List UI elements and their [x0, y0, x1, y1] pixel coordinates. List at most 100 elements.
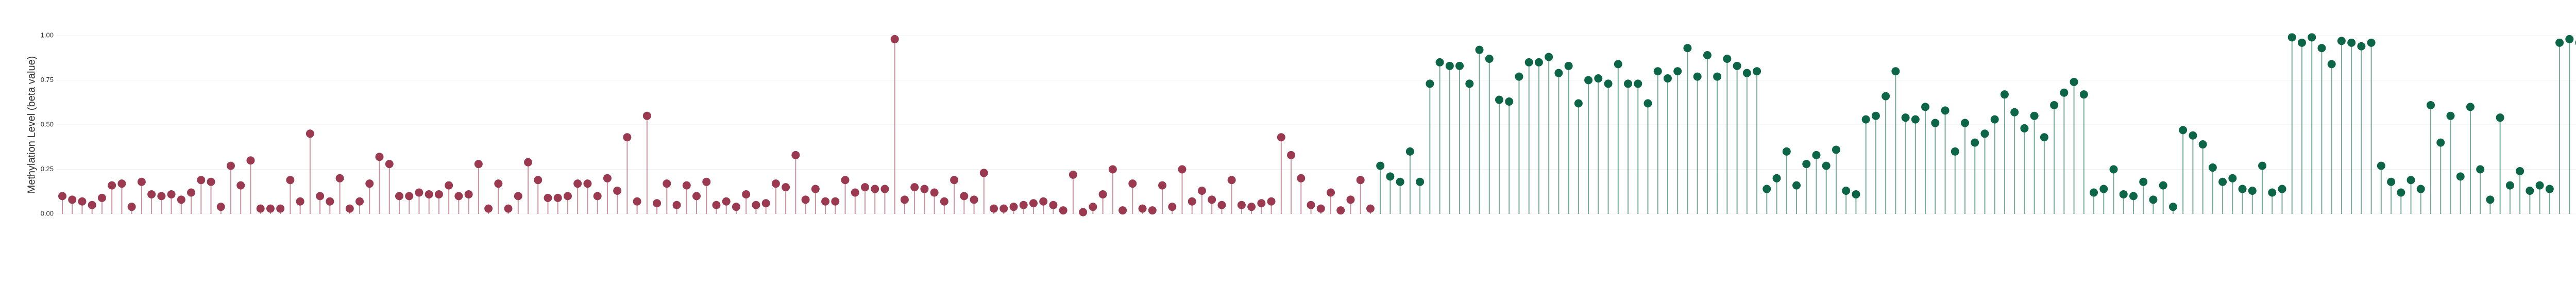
dot: [147, 190, 156, 198]
dot: [1911, 115, 1920, 124]
dot: [1257, 199, 1266, 208]
dot: [880, 185, 889, 193]
dot: [2456, 172, 2465, 181]
dot: [1723, 54, 1732, 63]
dot: [2040, 133, 2048, 142]
dot: [1029, 199, 1038, 208]
dot: [1673, 67, 1682, 76]
dot: [226, 161, 235, 170]
dot: [2060, 88, 2069, 97]
dot: [1188, 197, 1196, 206]
dot: [2397, 188, 2405, 197]
dot: [276, 204, 285, 213]
dot: [1049, 201, 1058, 209]
dot: [1515, 72, 1523, 81]
dot: [1217, 201, 1226, 209]
dot: [2090, 188, 2098, 197]
dot: [78, 197, 87, 206]
dot: [851, 188, 859, 197]
dot: [445, 181, 453, 190]
dot: [2258, 161, 2267, 170]
dot: [960, 192, 969, 201]
dot: [1505, 97, 1514, 106]
dot: [2278, 185, 2286, 193]
dot: [663, 179, 671, 188]
dot: [464, 190, 473, 198]
dot: [990, 204, 998, 213]
dot: [920, 185, 929, 193]
dot: [831, 197, 840, 206]
dot: [642, 111, 651, 120]
dot: [2119, 190, 2128, 198]
dot: [1287, 151, 1296, 159]
dot: [1961, 119, 1969, 127]
dot: [742, 190, 751, 198]
dot: [732, 203, 740, 211]
dot: [821, 197, 830, 206]
dot: [1336, 206, 1345, 215]
dot: [1901, 113, 1910, 122]
dot: [2248, 187, 2257, 195]
dot: [1574, 99, 1583, 108]
dot: [1871, 111, 1880, 120]
dot: [1475, 45, 1484, 54]
dot: [2486, 195, 2495, 204]
dot: [653, 199, 662, 208]
dot: [108, 181, 116, 190]
y-tick-label: 0.75: [41, 76, 54, 84]
dot: [1465, 79, 1474, 88]
dot: [573, 179, 582, 188]
dot: [1852, 190, 1860, 198]
dot: [2129, 192, 2138, 201]
dot: [1138, 204, 1147, 213]
dot: [326, 197, 334, 206]
dot: [791, 151, 800, 159]
dot: [930, 188, 939, 197]
dot: [2496, 113, 2504, 122]
dot: [583, 179, 592, 188]
dot: [117, 179, 126, 188]
dot: [593, 192, 602, 201]
dot: [1980, 129, 1989, 138]
dot: [306, 129, 314, 138]
dot: [613, 187, 622, 195]
dot: [563, 192, 572, 201]
dot: [216, 203, 225, 211]
dot: [405, 192, 414, 201]
dot: [1307, 201, 1315, 209]
dot: [2268, 188, 2277, 197]
dot: [2505, 181, 2514, 190]
dot: [1971, 138, 1979, 147]
dot: [2327, 60, 2336, 69]
dot: [1802, 160, 1811, 169]
dot: [1039, 197, 1048, 206]
dot: [1445, 61, 1454, 70]
dot: [712, 201, 721, 209]
dot: [2010, 108, 2019, 117]
dot: [771, 179, 780, 188]
dot: [1921, 103, 1930, 111]
dot: [1990, 115, 1999, 124]
dot: [2416, 185, 2425, 193]
dot: [2446, 111, 2455, 120]
dot: [811, 185, 820, 193]
dot: [1197, 187, 1206, 195]
dot: [365, 179, 374, 188]
dot: [2208, 163, 2217, 172]
dot: [2367, 38, 2376, 47]
dot: [2287, 33, 2296, 42]
dot: [1951, 147, 1959, 156]
dot: [2377, 161, 2385, 170]
dot: [434, 190, 443, 198]
dot: [2436, 138, 2445, 147]
dot: [187, 188, 196, 197]
dot: [2168, 203, 2177, 211]
dot: [1931, 119, 1940, 127]
dot: [950, 176, 959, 185]
dot: [1208, 195, 1216, 204]
dot: [1643, 99, 1652, 108]
dot: [2079, 90, 2088, 99]
dot: [2516, 167, 2524, 175]
dot: [524, 158, 533, 167]
dot: [2337, 37, 2346, 45]
